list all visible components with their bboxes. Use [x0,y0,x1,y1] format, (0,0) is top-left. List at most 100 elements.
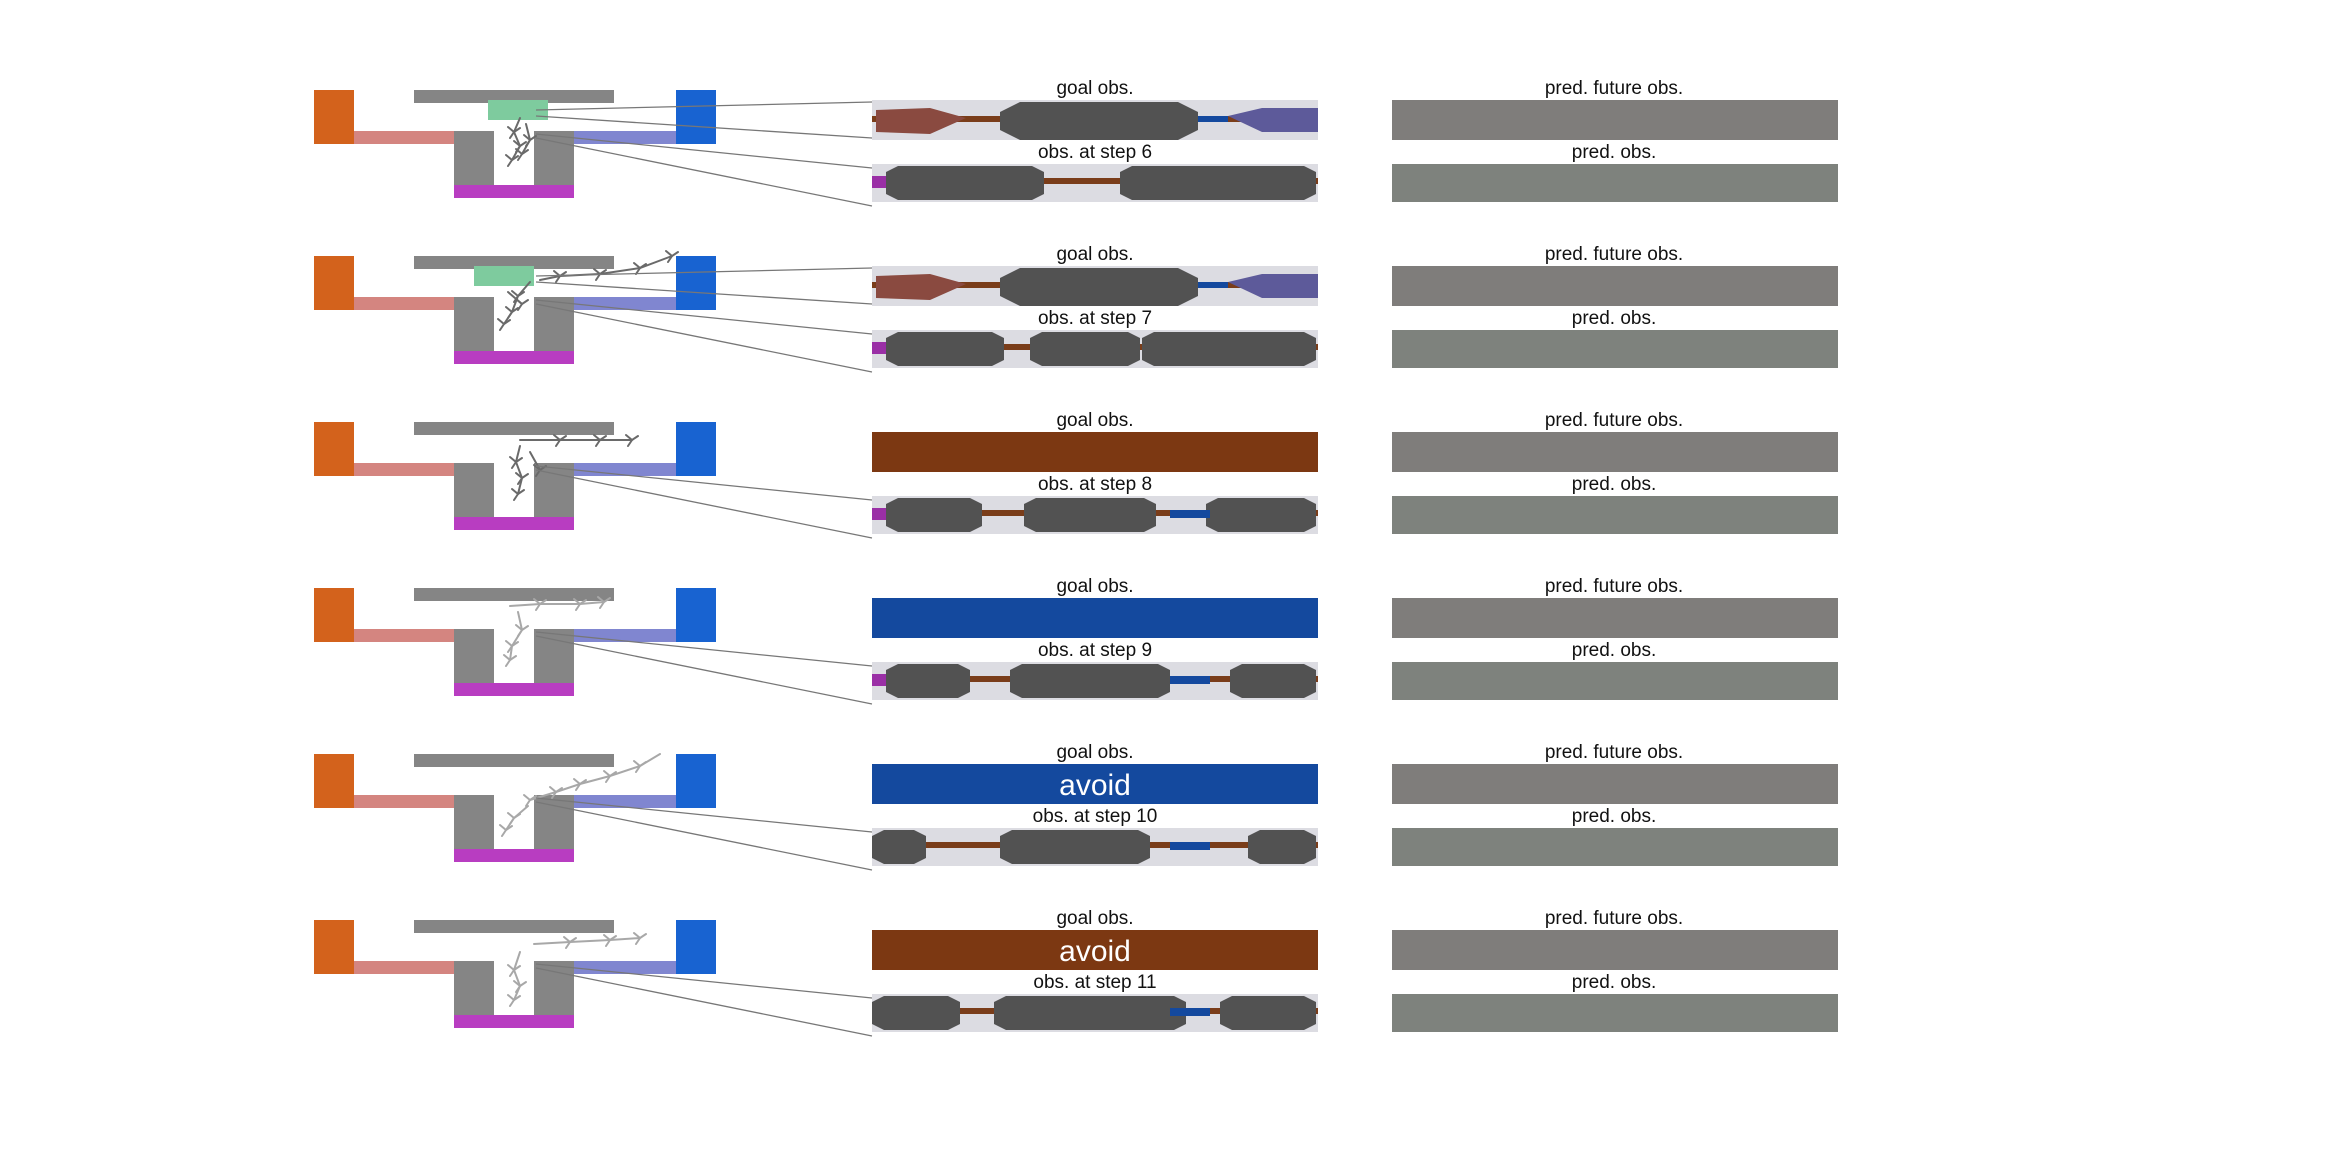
orange-corridor [354,795,456,808]
obs-blob [1206,498,1316,532]
left-pillar [454,629,494,683]
orange-corridor [354,961,456,974]
obs-floor [872,178,1318,184]
connector-line [535,281,873,305]
row-2: goal obs. obs. at step 7 pred. future obs.… [314,244,1838,373]
obs-blob [1024,498,1156,532]
pred-future-label: pred. future obs. [1545,410,1683,431]
pred-future-obs-panel [1392,432,1838,472]
obs-magenta-edge [872,508,886,520]
orange-goal-block [314,256,354,310]
left-pillar [454,961,494,1015]
pred-obs-label: pred. obs. [1572,142,1657,163]
tree-twig [665,250,679,263]
top-wall [414,920,614,933]
tree-twig [593,434,607,447]
goal-obs-left-wall [876,274,966,300]
pred-obs-panel [1392,330,1838,368]
search-tree [509,596,611,611]
pred-obs-panel [1392,828,1838,866]
tree-twig [503,654,517,667]
search-tree [507,951,527,1007]
obs-blue-floor [1170,1008,1210,1016]
goal-obs-blue-floor [1198,282,1228,288]
tree-twig [633,760,647,773]
obs-blob [886,166,1044,200]
orange-corridor [354,131,456,144]
obs-magenta-edge [872,342,886,354]
pred-obs-panel [1392,496,1838,534]
left-pillar [454,297,494,351]
left-pillar [454,795,494,849]
orange-goal-block [314,920,354,974]
row-1: goal obs. obs. at step 6 pred. future obs.… [314,78,1838,207]
tree-twig [603,770,617,783]
current-obs-label: obs. at step 6 [1038,142,1152,163]
connector-line [535,115,873,139]
tree-twig [633,932,647,945]
pred-future-obs-panel [1392,100,1838,140]
pred-obs-panel [1392,164,1838,202]
goal-obs-panel: avoid [872,764,1318,804]
tree-branch [529,451,541,471]
left-pillar [454,131,494,185]
current-obs-label: obs. at step 11 [1033,972,1156,993]
maze-view [314,250,716,364]
current-obs-panel [872,828,1318,866]
tree-branch [505,805,529,831]
search-tree [507,291,529,311]
connector-line [535,635,873,705]
goal-obs-blob [1000,102,1198,140]
tree-twig [553,434,567,447]
obs-blob [1030,332,1140,366]
maze-view [314,588,716,696]
connector-line [535,133,873,169]
goal-obs-panel [872,266,1318,306]
current-obs-panel [872,164,1318,202]
tree-twig [497,318,511,331]
obs-blob [872,830,926,864]
goal-obs-blue-floor [1198,116,1228,122]
goal-obs-label: goal obs. [1056,244,1133,265]
blue-corridor [574,463,676,476]
tree-twig [523,134,537,147]
maze-view [314,90,716,198]
pred-future-label: pred. future obs. [1545,908,1683,929]
orange-goal-block [314,754,354,808]
current-obs-label: obs. at step 8 [1038,474,1152,495]
tree-twig [573,598,587,611]
right-pillar [534,297,574,351]
obs-blob [1230,664,1316,698]
row-5: goal obs. avoid obs. at step 10 pred. futur… [314,742,1838,871]
goal-obs-label: goal obs. [1056,908,1133,929]
search-tree [515,123,537,161]
goal-obs-panel [872,432,1318,472]
top-wall [414,90,614,103]
tree-twig [549,786,563,799]
pred-obs-label: pred. obs. [1572,474,1657,495]
maze-view [314,422,716,530]
connector-line [535,797,873,833]
current-obs-panel [872,994,1318,1032]
goal-obs-label: goal obs. [1056,78,1133,99]
goal-obs-label: goal obs. [1056,742,1133,763]
tree-twig [505,640,519,653]
orange-goal-block [314,422,354,476]
top-wall [414,422,614,435]
current-obs-label: obs. at step 10 [1033,806,1158,827]
goal-obs-blob [1000,268,1198,306]
current-obs-panel [872,496,1318,534]
pred-future-obs-panel [1392,598,1838,638]
connector-line [535,465,873,501]
tree-twig [625,434,639,447]
obs-magenta-edge [872,176,886,188]
current-obs-panel [872,662,1318,700]
tree-twig [533,598,547,611]
obs-blue-floor [1170,676,1210,684]
magenta-floor [454,185,574,198]
goal-obs-panel [872,100,1318,140]
blue-corridor [574,297,676,310]
magenta-floor [454,849,574,862]
row-3: goal obs. obs. at step 8 pred. future obs.… [314,410,1838,539]
